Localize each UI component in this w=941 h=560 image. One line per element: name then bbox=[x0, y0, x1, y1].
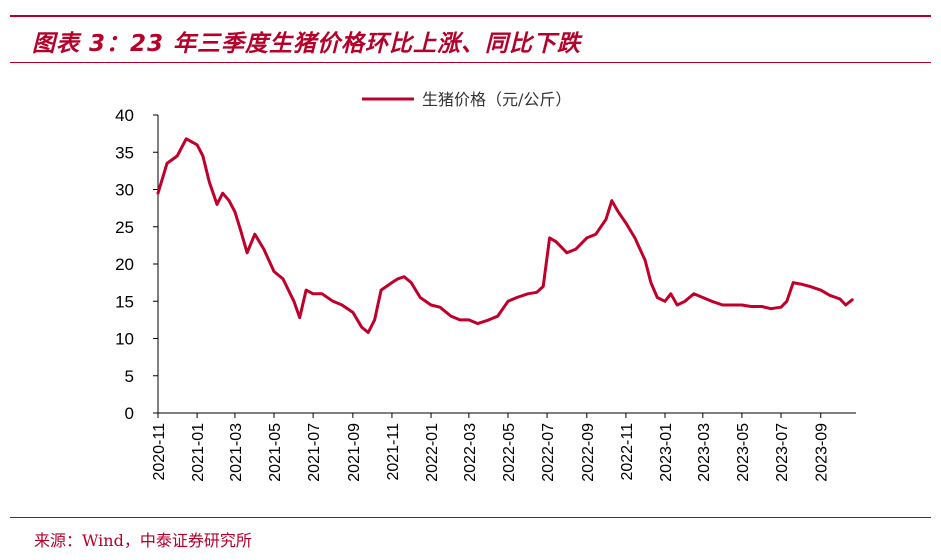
y-tick-label: 0 bbox=[125, 404, 134, 423]
x-tick-label: 2022-09 bbox=[580, 423, 597, 482]
x-tick-label: 2021-03 bbox=[228, 423, 245, 482]
x-tick-label: 2023-03 bbox=[696, 423, 713, 482]
x-axis-ticks: 2020-11 2021-01 2021-03 2021-05 2021-07 2021-… bbox=[151, 413, 831, 482]
series-line-0 bbox=[156, 137, 854, 334]
y-tick-label: 35 bbox=[115, 143, 134, 162]
y-axis-ticks: 0 5 10 15 20 25 30 35 40 bbox=[115, 106, 158, 423]
x-tick-label: 2022-11 bbox=[619, 423, 636, 481]
y-tick-label: 20 bbox=[115, 255, 134, 274]
title-rule bbox=[10, 62, 931, 63]
x-tick-label: 2021-05 bbox=[267, 423, 284, 482]
x-tick-label: 2022-07 bbox=[540, 423, 557, 482]
x-tick-label: 2021-09 bbox=[346, 423, 363, 482]
source-note: 来源：Wind，中泰证券研究所 bbox=[34, 531, 252, 550]
x-tick-label: 2021-01 bbox=[190, 423, 207, 482]
y-tick-label: 25 bbox=[115, 218, 134, 237]
x-tick-label: 2020-11 bbox=[151, 423, 168, 481]
x-tick-label: 2021-07 bbox=[306, 423, 323, 482]
y-tick-label: 10 bbox=[115, 330, 134, 349]
x-tick-label: 2023-01 bbox=[658, 423, 675, 482]
x-tick-label: 2023-09 bbox=[814, 423, 831, 482]
x-tick-label: 2022-01 bbox=[424, 423, 441, 482]
y-tick-label: 15 bbox=[115, 292, 134, 311]
x-tick-label: 2022-03 bbox=[462, 423, 479, 482]
y-tick-label: 40 bbox=[115, 106, 134, 125]
y-tick-label: 5 bbox=[125, 367, 134, 386]
x-tick-label: 2021-11 bbox=[385, 423, 402, 481]
legend: 生猪价格（元/公斤） bbox=[362, 90, 571, 109]
x-tick-label: 2023-07 bbox=[774, 423, 791, 482]
bottom-rule bbox=[10, 517, 931, 518]
axes bbox=[157, 115, 856, 414]
y-tick-label: 30 bbox=[115, 181, 134, 200]
top-rule bbox=[10, 15, 931, 17]
x-tick-label: 2023-05 bbox=[735, 423, 752, 482]
legend-label: 生猪价格（元/公斤） bbox=[422, 90, 571, 109]
x-tick-label: 2022-05 bbox=[501, 423, 518, 482]
figure-title: 图表 3：23 年三季度生猪价格环比上涨、同比下跌 bbox=[32, 31, 582, 57]
series-layer bbox=[156, 137, 854, 334]
